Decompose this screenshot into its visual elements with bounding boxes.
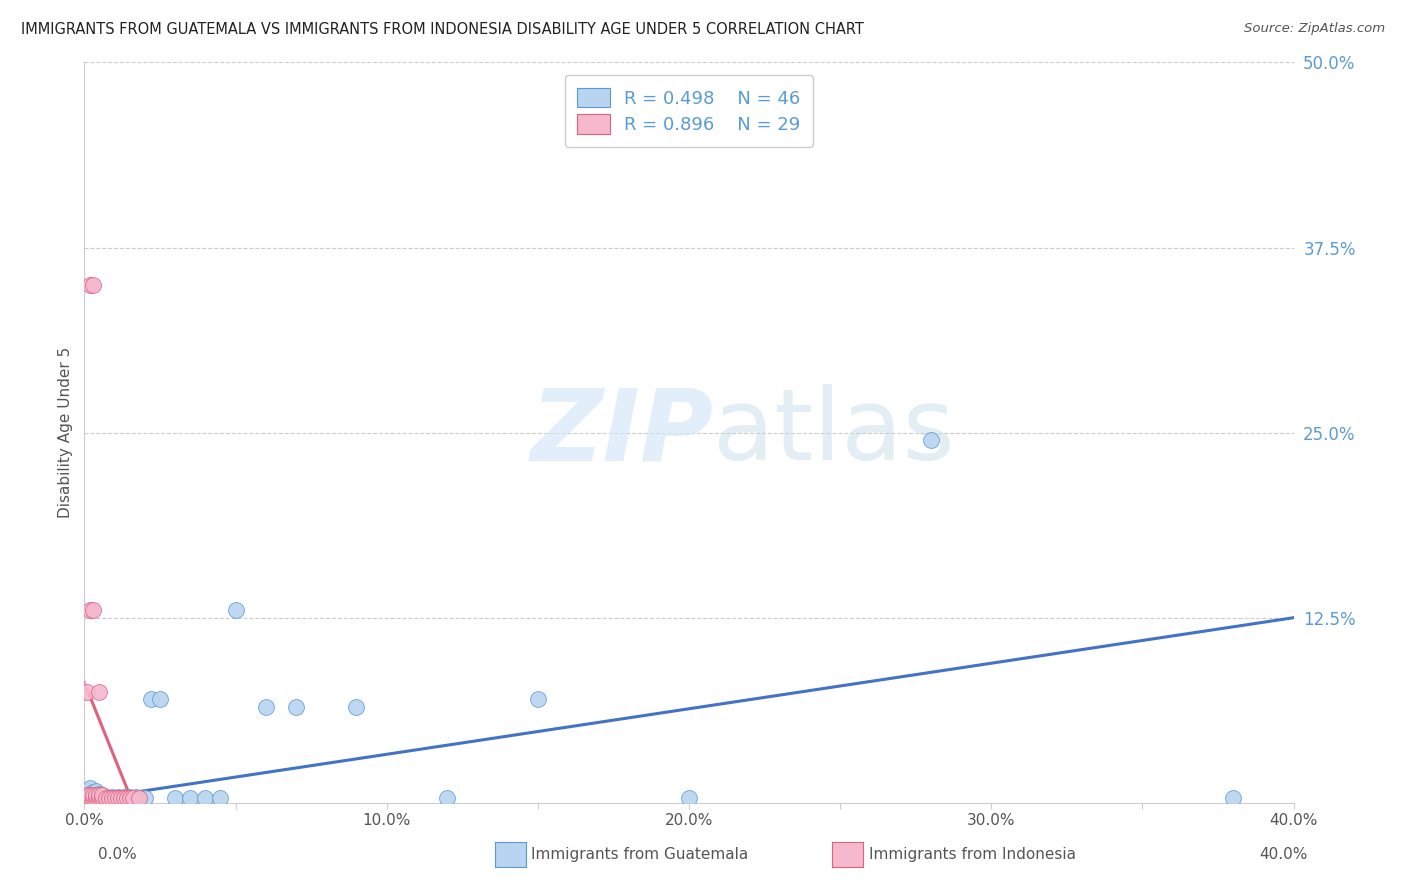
Text: 40.0%: 40.0% [1260, 847, 1308, 862]
Text: Immigrants from Indonesia: Immigrants from Indonesia [869, 847, 1076, 862]
Point [91, 791, 114, 805]
Point [79, 780, 101, 795]
Text: Immigrants from Guatemala: Immigrants from Guatemala [531, 847, 749, 862]
Point [79, 791, 101, 805]
Point [86, 789, 108, 803]
Text: ZIP: ZIP [530, 384, 713, 481]
Point [94, 791, 117, 805]
Point [89, 685, 111, 699]
Point [89, 789, 111, 804]
Point [118, 791, 141, 805]
Point [79, 277, 101, 292]
Point [91, 791, 114, 805]
Legend: R = 0.498    N = 46, R = 0.896    N = 29: R = 0.498 N = 46, R = 0.896 N = 29 [565, 75, 813, 146]
Point [165, 791, 187, 805]
Point [285, 699, 308, 714]
Text: 0.0%: 0.0% [98, 847, 138, 862]
Point [76, 685, 98, 699]
Point [100, 791, 122, 805]
Point [107, 791, 129, 805]
Point [121, 791, 143, 805]
Text: Source: ZipAtlas.com: Source: ZipAtlas.com [1244, 22, 1385, 36]
Point [91, 789, 114, 803]
Point [82, 277, 104, 292]
Point [89, 789, 111, 803]
Point [436, 791, 458, 805]
Point [86, 784, 108, 798]
Point [82, 785, 104, 799]
Point [104, 791, 127, 805]
Point [82, 789, 104, 804]
Point [527, 692, 550, 706]
Point [82, 791, 104, 805]
Point [79, 789, 101, 803]
Point [110, 791, 132, 805]
Point [128, 791, 150, 805]
Point [149, 692, 172, 706]
Point [76, 789, 98, 803]
Point [134, 791, 156, 805]
Point [86, 791, 108, 805]
Point [128, 791, 150, 805]
Point [254, 699, 277, 714]
Point [121, 791, 143, 805]
Point [94, 791, 117, 805]
Point [125, 789, 148, 804]
Point [86, 789, 108, 803]
Point [104, 791, 127, 805]
Point [89, 791, 111, 805]
Text: atlas: atlas [713, 384, 955, 481]
Point [89, 787, 111, 801]
Point [118, 789, 141, 804]
Point [76, 789, 98, 803]
Text: IMMIGRANTS FROM GUATEMALA VS IMMIGRANTS FROM INDONESIA DISABILITY AGE UNDER 5 CO: IMMIGRANTS FROM GUATEMALA VS IMMIGRANTS … [21, 22, 863, 37]
Point [179, 791, 201, 805]
Point [110, 791, 132, 805]
Point [79, 603, 101, 617]
Point [89, 791, 111, 805]
Point [91, 789, 114, 803]
Point [1222, 791, 1244, 805]
Point [112, 789, 135, 804]
Point [225, 603, 247, 617]
Point [82, 789, 104, 803]
Point [86, 791, 108, 805]
Point [209, 791, 232, 805]
Point [139, 692, 162, 706]
Point [76, 784, 98, 798]
Point [89, 789, 111, 803]
Point [79, 787, 101, 801]
Point [97, 791, 120, 805]
Point [76, 791, 98, 805]
Point [94, 789, 117, 804]
Point [82, 603, 104, 617]
Point [112, 791, 135, 805]
Point [194, 791, 217, 805]
Point [678, 791, 700, 805]
Point [920, 433, 942, 447]
Y-axis label: Disability Age Under 5: Disability Age Under 5 [58, 347, 73, 518]
Point [82, 791, 104, 805]
Point [100, 789, 122, 804]
Point [115, 791, 138, 805]
Point [115, 791, 138, 805]
Point [346, 699, 368, 714]
Point [79, 791, 101, 805]
Point [107, 789, 129, 804]
Point [97, 791, 120, 805]
